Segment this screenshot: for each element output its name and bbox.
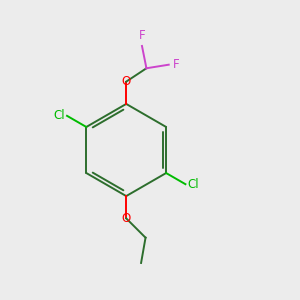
Text: Cl: Cl [188, 178, 200, 191]
Text: Cl: Cl [53, 109, 64, 122]
Text: O: O [122, 212, 131, 225]
Text: F: F [139, 29, 145, 42]
Text: F: F [172, 58, 179, 71]
Text: O: O [122, 75, 131, 88]
